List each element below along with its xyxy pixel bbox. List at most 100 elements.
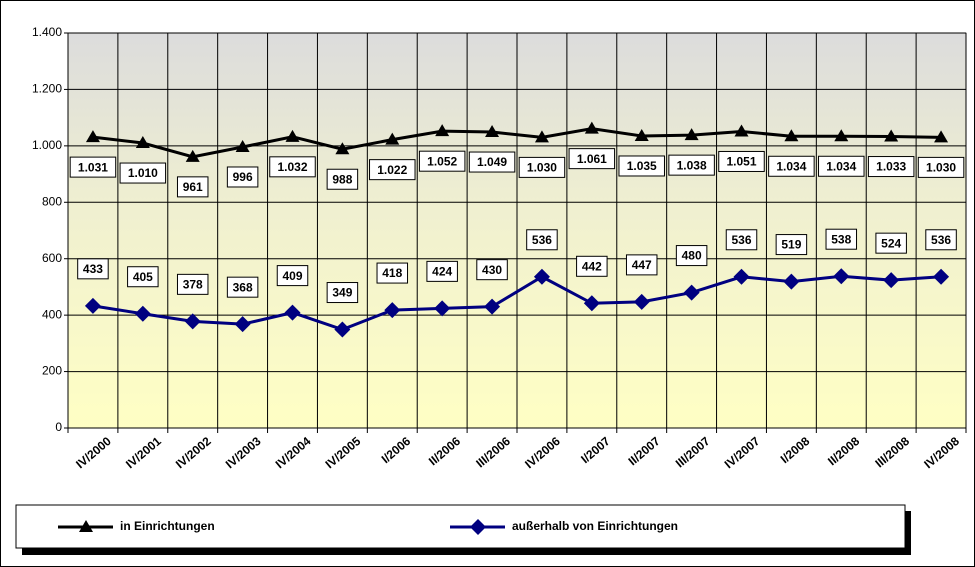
marker bbox=[485, 125, 500, 138]
data-label-box bbox=[725, 229, 758, 251]
y-tick-label: 800 bbox=[42, 194, 62, 208]
data-label: 409 bbox=[282, 269, 302, 283]
data-label-box bbox=[526, 229, 558, 251]
marker bbox=[934, 130, 949, 143]
marker bbox=[134, 305, 151, 322]
marker bbox=[883, 272, 900, 289]
data-label: 447 bbox=[632, 258, 652, 272]
data-label-box bbox=[768, 155, 815, 177]
data-label-box bbox=[875, 232, 907, 254]
data-label: 424 bbox=[432, 265, 452, 279]
data-label-box bbox=[476, 259, 508, 281]
data-label-box bbox=[818, 155, 865, 177]
marker bbox=[833, 268, 850, 285]
marker bbox=[784, 129, 799, 142]
data-label-box bbox=[576, 255, 608, 277]
marker bbox=[583, 295, 600, 312]
data-label-box bbox=[276, 265, 309, 287]
series-line bbox=[92, 274, 942, 332]
data-label-box bbox=[77, 258, 109, 280]
data-label-box bbox=[369, 159, 416, 181]
marker bbox=[85, 130, 100, 143]
y-tick-label: 1.400 bbox=[32, 25, 62, 39]
data-label: 536 bbox=[532, 233, 552, 247]
marker bbox=[484, 298, 501, 315]
marker bbox=[470, 519, 486, 535]
marker bbox=[933, 268, 950, 285]
series-line bbox=[92, 127, 942, 159]
data-label-box bbox=[326, 282, 359, 304]
data-label: 996 bbox=[233, 170, 253, 184]
marker bbox=[634, 128, 649, 141]
data-label-box bbox=[226, 166, 259, 188]
data-label-box bbox=[917, 156, 965, 178]
marker bbox=[79, 520, 93, 532]
data-label: 433 bbox=[83, 262, 103, 276]
data-label: 1.034 bbox=[826, 159, 856, 173]
data-label: 405 bbox=[133, 270, 153, 284]
data-label-box bbox=[426, 260, 458, 282]
y-tick-label: 1.200 bbox=[32, 82, 62, 96]
data-label: 1.031 bbox=[78, 160, 108, 174]
data-label-box bbox=[119, 162, 167, 184]
data-label: 536 bbox=[931, 233, 951, 247]
data-label: 1.052 bbox=[427, 154, 457, 168]
data-label-box bbox=[775, 234, 808, 256]
marker bbox=[284, 304, 301, 321]
marker bbox=[385, 132, 400, 145]
data-label: 1.051 bbox=[726, 155, 756, 169]
data-label-box bbox=[376, 262, 409, 284]
data-label-box bbox=[718, 150, 765, 172]
marker bbox=[533, 268, 550, 285]
marker bbox=[285, 129, 300, 142]
y-tick-label: 400 bbox=[42, 307, 62, 321]
data-label-box bbox=[618, 155, 665, 177]
data-label-box bbox=[867, 156, 915, 178]
data-label: 1.049 bbox=[477, 155, 507, 169]
y-tick-label: 600 bbox=[42, 251, 62, 265]
data-label-box bbox=[326, 168, 359, 190]
data-label-box bbox=[226, 276, 259, 298]
marker bbox=[184, 313, 201, 330]
marker bbox=[534, 130, 549, 143]
data-label: 1.035 bbox=[627, 159, 657, 173]
data-label: 1.032 bbox=[277, 160, 307, 174]
marker bbox=[84, 297, 101, 314]
y-tick-label: 0 bbox=[55, 420, 62, 434]
marker bbox=[834, 129, 849, 142]
data-label: 1.010 bbox=[128, 166, 158, 180]
data-label: 480 bbox=[682, 249, 702, 263]
data-label: 538 bbox=[831, 232, 851, 246]
y-tick-label: 1.000 bbox=[32, 138, 62, 152]
data-label-box bbox=[69, 156, 117, 178]
data-label-box bbox=[468, 151, 516, 173]
data-label: 1.022 bbox=[377, 163, 407, 177]
legend-label: außerhalb von Einrichtungen bbox=[512, 519, 678, 533]
marker bbox=[185, 149, 200, 162]
data-label: 1.061 bbox=[577, 152, 607, 166]
marker bbox=[783, 273, 800, 290]
data-label: 1.038 bbox=[677, 158, 707, 172]
data-label-box bbox=[176, 176, 209, 198]
data-label: 519 bbox=[781, 238, 801, 252]
data-label-box bbox=[568, 148, 616, 170]
marker bbox=[884, 129, 899, 142]
data-label-box bbox=[127, 266, 159, 288]
data-label-box bbox=[176, 273, 209, 295]
marker bbox=[334, 321, 351, 338]
data-label: 536 bbox=[731, 233, 751, 247]
data-label: 1.034 bbox=[776, 159, 806, 173]
data-label: 1.030 bbox=[527, 161, 557, 175]
marker bbox=[235, 139, 250, 152]
data-label: 418 bbox=[382, 266, 402, 280]
data-label-box bbox=[925, 229, 957, 251]
marker bbox=[234, 316, 251, 333]
data-label: 430 bbox=[482, 263, 502, 277]
data-label-box bbox=[675, 245, 708, 267]
data-label: 378 bbox=[183, 278, 203, 292]
marker bbox=[683, 284, 700, 301]
data-label: 1.030 bbox=[926, 161, 956, 175]
marker bbox=[584, 121, 599, 134]
data-label-box bbox=[418, 150, 466, 172]
marker bbox=[335, 142, 350, 155]
